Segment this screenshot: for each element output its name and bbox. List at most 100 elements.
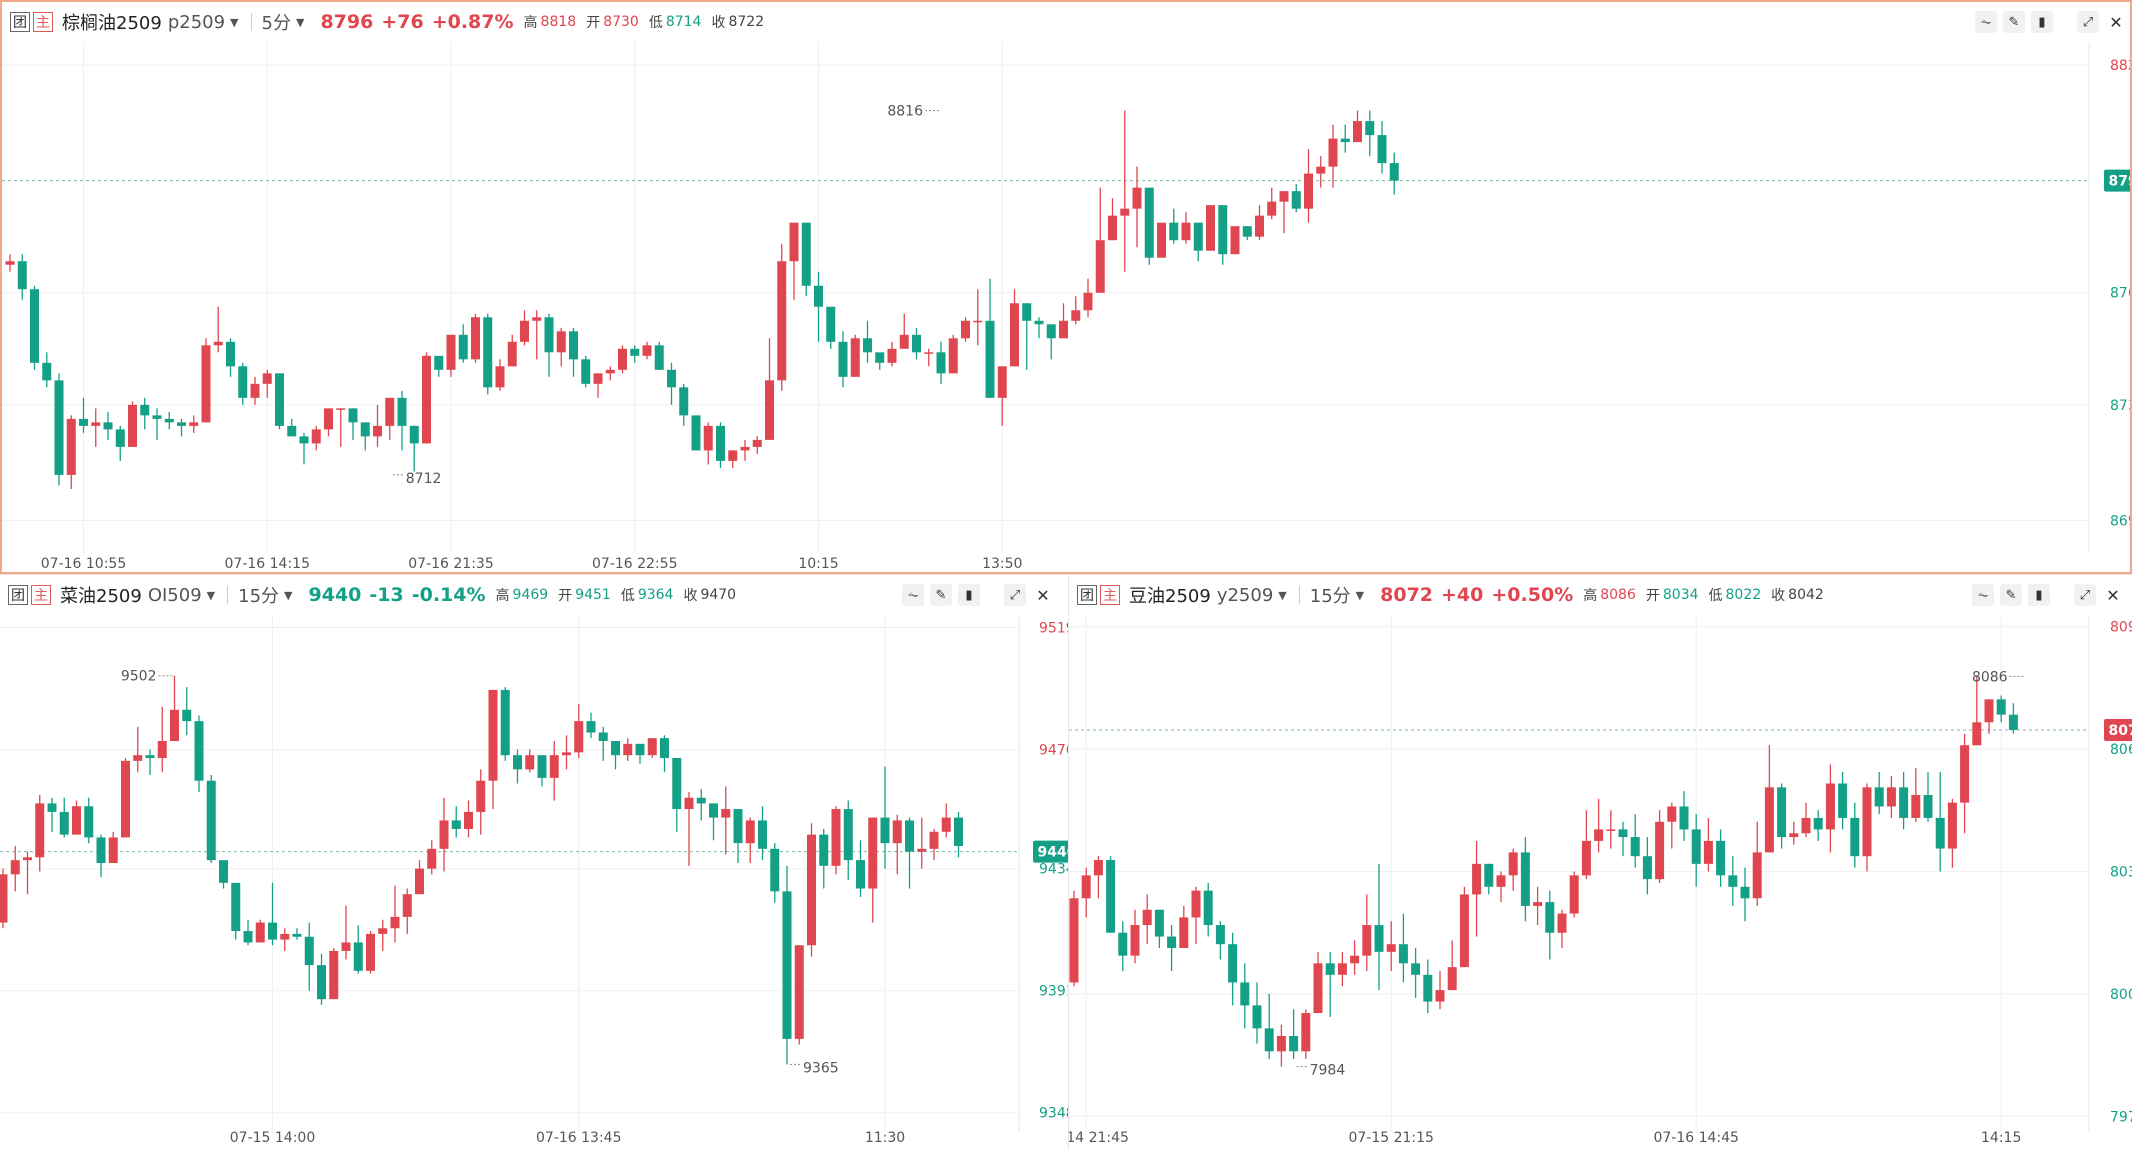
- candle-body: [1093, 860, 1103, 876]
- extreme-label: 9365: [803, 1060, 839, 1076]
- candle-body: [961, 320, 970, 339]
- candle: [782, 865, 792, 1065]
- candle: [30, 285, 39, 370]
- instrument-code[interactable]: p2509: [167, 11, 226, 33]
- candle-body: [226, 341, 235, 367]
- candle-style-icon[interactable]: ▮: [2031, 11, 2053, 33]
- candle: [422, 352, 431, 444]
- candle: [667, 362, 676, 405]
- period-selector[interactable]: 15分: [1309, 586, 1351, 607]
- close-icon[interactable]: ✕: [2106, 585, 2120, 605]
- candle: [765, 338, 774, 440]
- close-icon[interactable]: ✕: [1036, 585, 1050, 605]
- chevron-down-icon[interactable]: ▼: [284, 588, 293, 602]
- candle: [385, 397, 395, 440]
- candle-body: [1340, 138, 1350, 143]
- candle: [1255, 205, 1264, 241]
- candle-body: [1459, 894, 1469, 968]
- close-label: 收: [711, 15, 726, 31]
- candle-body: [581, 359, 591, 384]
- candle: [941, 803, 951, 838]
- close-icon[interactable]: ✕: [2109, 12, 2123, 32]
- draw-icon[interactable]: ✎: [930, 584, 952, 606]
- candle: [696, 789, 706, 821]
- candle-body: [1947, 802, 1957, 849]
- candle: [660, 735, 669, 773]
- candle-style-icon[interactable]: ▮: [958, 584, 980, 606]
- candle: [1691, 814, 1701, 887]
- candle-style-icon[interactable]: ▮: [2028, 584, 2050, 606]
- candlestick-chart-palm[interactable]: 8829 8764 8732 8699 07-16 10:55 07-16 14:15 07…: [2, 2, 2130, 572]
- candle: [17, 254, 27, 300]
- chart-panel-rapeseed[interactable]: 团 主 菜油2509 OI509 ▼ 15分 ▼ 9440 -13 -0.14%…: [0, 574, 1069, 1149]
- candle-body: [1108, 215, 1117, 241]
- candle-body: [1132, 187, 1142, 209]
- line-type-icon[interactable]: ⏦: [1972, 584, 1994, 606]
- line-type-icon[interactable]: ⏦: [1975, 11, 1997, 33]
- candle: [875, 352, 885, 370]
- last-price-tag-text: 8072: [2109, 723, 2132, 739]
- draw-icon[interactable]: ✎: [2003, 11, 2025, 33]
- candle-body: [329, 950, 339, 1000]
- period-selector[interactable]: 15分: [238, 586, 280, 607]
- candle: [733, 809, 743, 863]
- candle: [598, 726, 608, 761]
- expand-icon[interactable]: ⤢: [2074, 584, 2096, 606]
- instrument-code[interactable]: OI509: [147, 584, 202, 606]
- chart-panel-soy[interactable]: 团 主 豆油2509 y2509 ▼ 15分 ▼ 8072 +40 +0.50%…: [1069, 574, 2132, 1149]
- candlestick-chart-soy[interactable]: 8099 8067 8035 8003 7971 07-14 21:45 07-15 21:…: [1069, 575, 2132, 1150]
- close-value: 8722: [728, 14, 765, 30]
- candle: [586, 712, 596, 739]
- candle-body: [1069, 898, 1079, 983]
- instrument-name[interactable]: 菜油2509: [60, 586, 142, 607]
- chevron-down-icon[interactable]: ▼: [1278, 588, 1287, 602]
- candle-body: [385, 397, 395, 426]
- candle-body: [801, 222, 811, 286]
- candle-body: [317, 965, 326, 1000]
- chart-panel-palm[interactable]: 团 主 棕榈油2509 p2509 ▼ 5分 ▼ 8796 +76 +0.87%…: [0, 0, 2132, 574]
- x-tick-label: 07-16 14:15: [225, 556, 310, 572]
- instrument-name[interactable]: 豆油2509: [1129, 586, 1211, 607]
- candle: [189, 415, 199, 433]
- candle-body: [770, 848, 780, 892]
- candle-body: [1606, 829, 1616, 831]
- chevron-down-icon[interactable]: ▼: [295, 15, 305, 29]
- candle-body: [1142, 909, 1152, 926]
- price-change-percent: +0.50%: [1491, 584, 1574, 606]
- candle-body: [1655, 821, 1665, 880]
- candle: [1316, 156, 1326, 188]
- chevron-down-icon[interactable]: ▼: [206, 588, 216, 602]
- candle: [801, 222, 811, 297]
- expand-icon[interactable]: ⤢: [2077, 11, 2099, 33]
- group-icon[interactable]: 团: [10, 12, 30, 32]
- candle-body: [887, 348, 897, 363]
- candle: [434, 355, 444, 377]
- line-type-icon[interactable]: ⏦: [902, 584, 924, 606]
- candle-body: [679, 387, 689, 416]
- candle: [1252, 982, 1262, 1044]
- instrument-code[interactable]: y2509: [1216, 584, 1274, 606]
- period-selector[interactable]: 5分: [261, 13, 291, 34]
- candle: [1108, 198, 1117, 241]
- candle-body: [672, 758, 682, 810]
- candle-body: [642, 345, 652, 356]
- group-icon[interactable]: 团: [1077, 585, 1097, 605]
- candle-body: [1447, 967, 1457, 991]
- candle: [1291, 184, 1301, 213]
- candle: [324, 408, 333, 437]
- instrument-name[interactable]: 棕榈油2509: [62, 13, 162, 34]
- chevron-down-icon[interactable]: ▼: [1355, 588, 1365, 602]
- candle-body: [1740, 886, 1750, 899]
- panel-header: 团 主 豆油2509 y2509 ▼ 15分 ▼ 8072 +40 +0.50%…: [1069, 575, 2132, 615]
- candle-body: [1923, 794, 1933, 818]
- expand-icon[interactable]: ⤢: [1004, 584, 1026, 606]
- candle: [1398, 913, 1408, 983]
- panel-toolbar: ⏦ ✎ ▮ ⤢ ✕: [902, 584, 1054, 606]
- chevron-down-icon[interactable]: ▼: [230, 15, 239, 29]
- candle: [537, 755, 547, 787]
- group-icon[interactable]: 团: [8, 585, 28, 605]
- candle: [348, 408, 358, 440]
- main-contract-badge: 主: [33, 12, 53, 32]
- draw-icon[interactable]: ✎: [2000, 584, 2022, 606]
